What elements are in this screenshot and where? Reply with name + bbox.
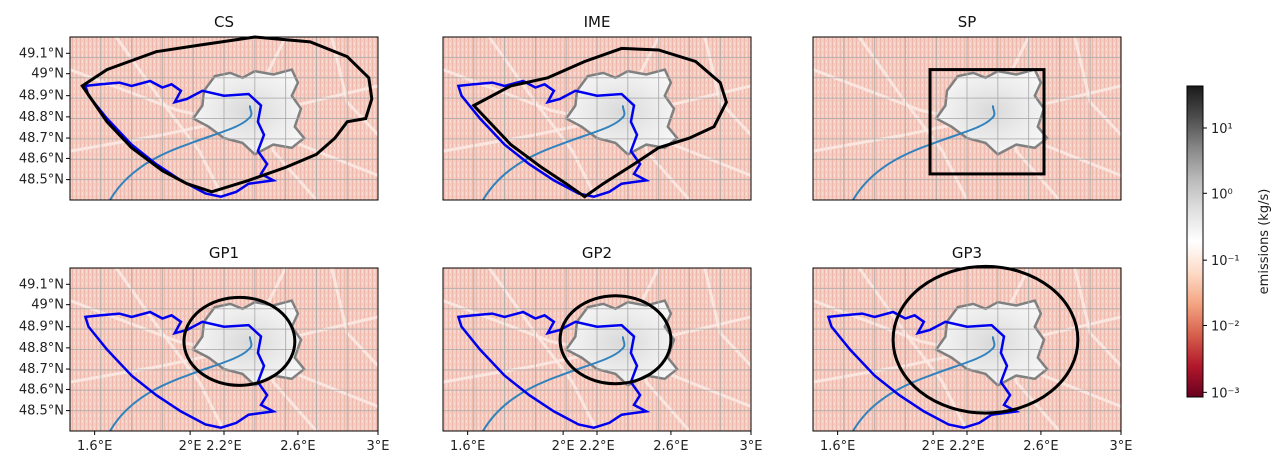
colorbar-gradient	[1186, 85, 1204, 398]
region-outline	[826, 310, 1021, 429]
lat-tick-label: 48.7°N	[19, 131, 64, 146]
lat-tick-label: 48.8°N	[19, 341, 64, 356]
lat-tick-label: 48.7°N	[19, 362, 64, 377]
road-streak	[487, 36, 599, 201]
lat-tick-label: 48.6°N	[19, 151, 64, 166]
lat-tick-label: 48.8°N	[19, 110, 64, 125]
lon-tick-label: 2.6°E	[280, 439, 315, 454]
lon-tick-label: 2°E	[922, 439, 945, 454]
map-panel-gp1: GP1 49.1°N 49°N 48.9°N 48.8°N 48.7°N 48.6°N 48.…	[19, 244, 390, 454]
lat-tick-label: 49°N	[31, 298, 64, 313]
panel-frame	[442, 36, 752, 201]
domain-outline-sp	[928, 68, 1046, 176]
panel-title: GP3	[952, 244, 982, 262]
road-streak	[69, 315, 379, 384]
region-outline	[83, 310, 278, 429]
road-streak	[442, 84, 752, 153]
panel-title: GP1	[209, 244, 239, 262]
region-outline	[456, 310, 651, 429]
map-panel-gp2: GP2 1.6°E 2°E 2.2°E 2.6°E 3°E	[442, 244, 763, 454]
colorbar-label: emissions (kg/s)	[1257, 189, 1272, 295]
lon-tick-label: 2.6°E	[653, 439, 688, 454]
lon-tick-label: 3°E	[740, 439, 763, 454]
panel-title: GP2	[582, 244, 612, 262]
lat-tick-label: 49.1°N	[19, 277, 64, 292]
domain-outline-ime	[471, 46, 729, 199]
road-streak	[114, 267, 226, 432]
domain-outline-gp2	[558, 294, 673, 386]
lon-tick-label: 2.2°E	[206, 439, 241, 454]
lat-tick-label: 48.6°N	[19, 382, 64, 397]
panel-frame	[69, 36, 379, 201]
road-streak	[812, 84, 1122, 153]
river-line	[852, 105, 996, 201]
river-line	[109, 105, 253, 201]
region-outline	[456, 79, 651, 198]
colorbar-tick-label: 10⁻²	[1211, 319, 1240, 334]
lon-tick-label: 1.6°E	[820, 439, 855, 454]
lon-tick-label: 1.6°E	[450, 439, 485, 454]
road-streak	[442, 315, 752, 384]
lat-tick-label: 48.5°N	[19, 173, 64, 188]
road-streak	[69, 84, 379, 153]
lon-tick-label: 2.2°E	[579, 439, 614, 454]
domain-outline-cs	[80, 35, 374, 194]
lon-tick-label: 2.2°E	[949, 439, 984, 454]
colorbar-tick-label: 10⁻³	[1211, 386, 1240, 401]
colorbar-tick-label: 10¹	[1211, 122, 1233, 137]
lon-tick-label: 2°E	[179, 439, 202, 454]
lat-tick-label: 49°N	[31, 67, 64, 82]
lat-tick-label: 48.9°N	[19, 89, 64, 104]
colorbar-tick-label: 10⁻¹	[1211, 254, 1240, 269]
colorbar-tick-label: 10⁰	[1211, 187, 1233, 202]
domain-outline-gp3	[891, 264, 1080, 415]
lon-tick-label: 2.6°E	[1023, 439, 1058, 454]
road-streak	[857, 267, 969, 432]
lon-tick-label: 3°E	[1110, 439, 1133, 454]
road-streak	[857, 36, 969, 201]
lon-tick-label: 3°E	[367, 439, 390, 454]
lat-tick-label: 48.5°N	[19, 404, 64, 419]
lon-tick-label: 2°E	[552, 439, 575, 454]
panel-title: IME	[584, 13, 611, 31]
lat-tick-label: 48.9°N	[19, 320, 64, 335]
lon-tick-label: 1.6°E	[77, 439, 112, 454]
road-streak	[812, 315, 1122, 384]
colorbar: 10¹ 10⁰ 10⁻¹ 10⁻² 10⁻³ emissions (kg/s)	[1186, 85, 1272, 401]
map-panel-cs: CS 49.1°N 49°N 48.9°N 48.8°N 48.7°N 48.6°N 48.5…	[19, 13, 380, 201]
panel-title: CS	[214, 13, 234, 31]
river-line	[482, 105, 626, 201]
map-panel-sp: SP	[812, 13, 1123, 201]
panel-title: SP	[958, 13, 977, 31]
river-line	[109, 336, 253, 432]
map-panel-gp3: GP3 1.6°E 2°E 2.2°E 2.6°E 3°E	[812, 244, 1133, 454]
map-panel-ime: IME	[442, 13, 753, 201]
river-line	[852, 336, 996, 432]
river-line	[482, 336, 626, 432]
road-streak	[114, 36, 226, 201]
road-streak	[487, 267, 599, 432]
lat-tick-label: 49.1°N	[19, 46, 64, 61]
panel-frame	[812, 36, 1122, 201]
domain-outline-gp1	[182, 295, 297, 387]
